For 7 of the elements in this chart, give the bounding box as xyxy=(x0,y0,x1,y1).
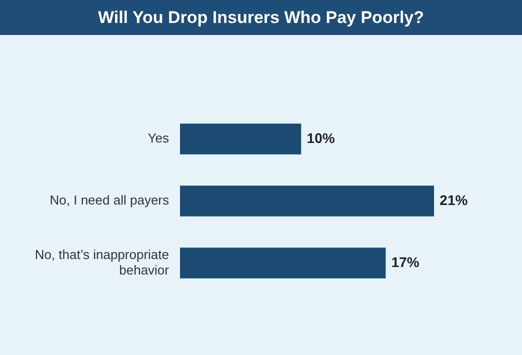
data-label: 17% xyxy=(391,254,420,270)
y-tick-label: No, that’s inappropriate behavior xyxy=(34,246,170,278)
y-tick-label: Yes xyxy=(148,130,170,146)
data-label: 21% xyxy=(440,192,468,208)
chart-title: Will You Drop Insurers Who Pay Poorly? xyxy=(0,0,522,35)
y-tick-label: No, I need all payers xyxy=(50,192,170,208)
data-label: 10% xyxy=(306,130,336,146)
